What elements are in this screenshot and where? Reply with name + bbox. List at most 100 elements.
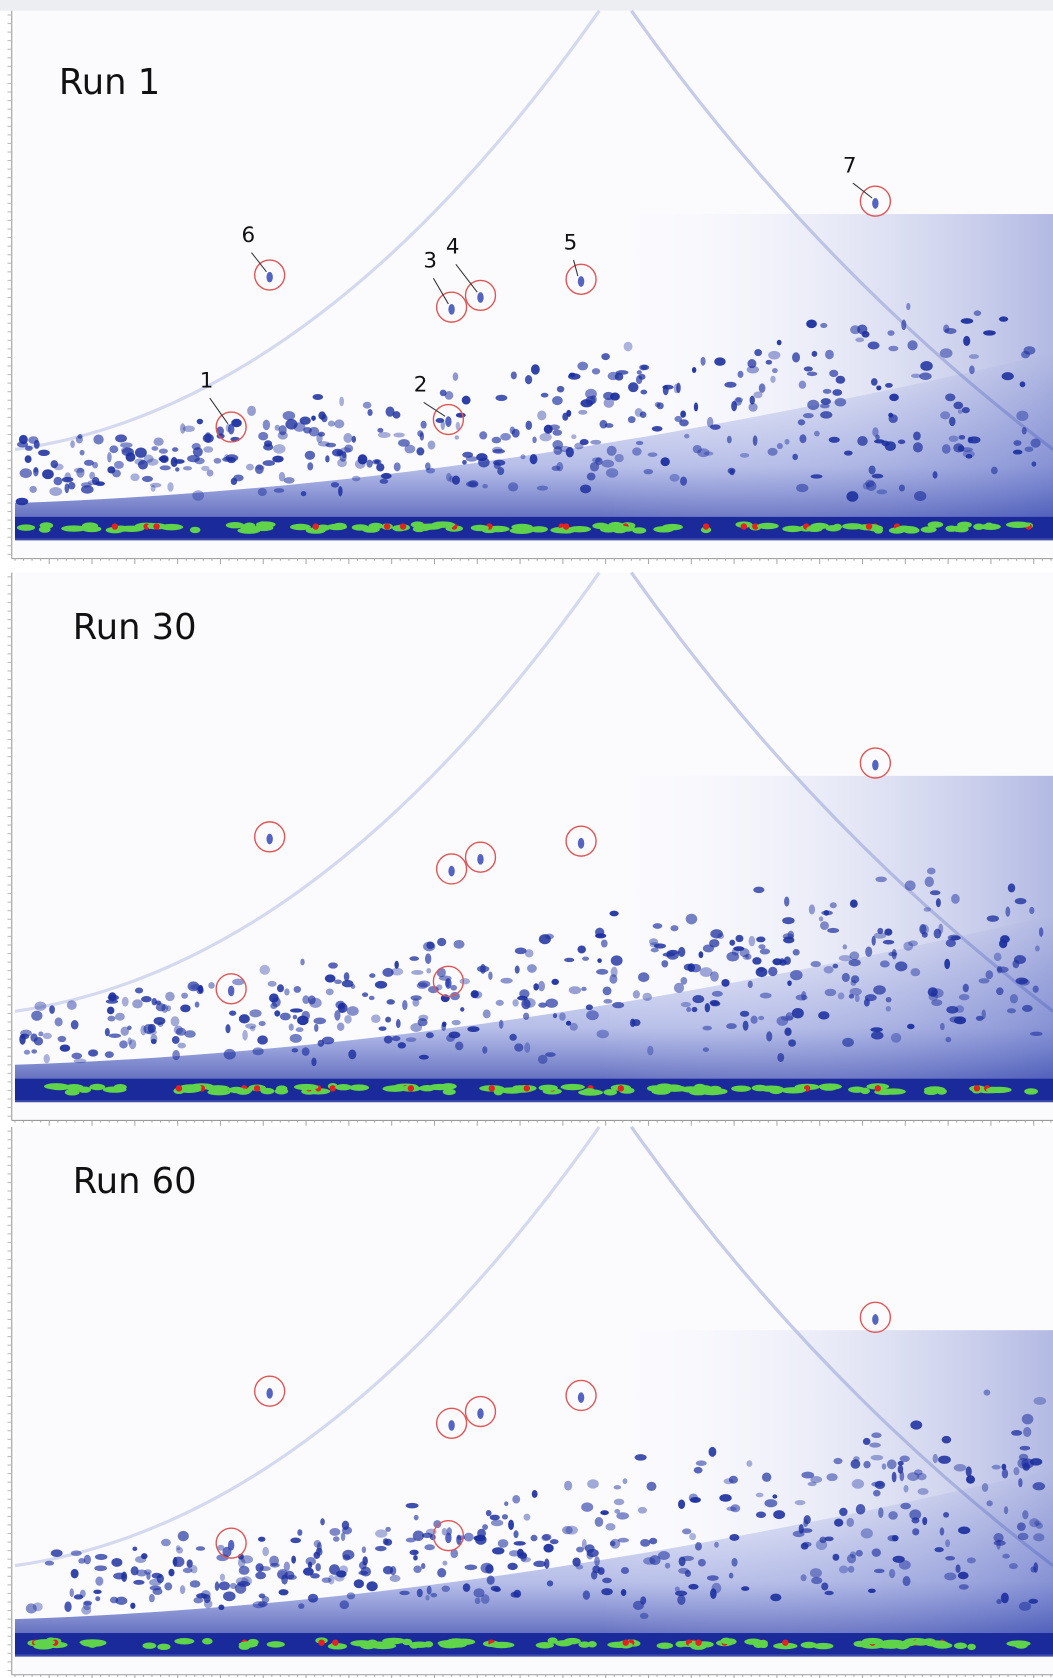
- peak-spot: [871, 1031, 884, 1040]
- peak-spot: [452, 372, 459, 381]
- peak-spot: [706, 416, 714, 428]
- peak-spot: [796, 483, 809, 493]
- peak-spot: [850, 1551, 857, 1558]
- max-spot: [332, 1639, 339, 1646]
- peak-spot: [393, 432, 405, 438]
- peak-spot: [772, 367, 778, 374]
- peak-spot: [945, 939, 956, 948]
- peak-spot: [559, 1012, 566, 1021]
- peak-spot: [898, 484, 905, 492]
- peak-spot: [357, 454, 368, 465]
- peak-spot: [941, 1435, 952, 1444]
- peak-spot: [846, 1554, 857, 1564]
- peak-spot: [411, 970, 424, 975]
- peak-spot: [420, 420, 427, 429]
- peak-spot: [292, 1014, 298, 1020]
- peak-spot: [846, 1517, 855, 1527]
- peak-spot: [1009, 1562, 1018, 1570]
- peak-spot: [141, 996, 152, 1003]
- peak-spot: [949, 416, 956, 427]
- peak-spot: [514, 947, 527, 955]
- peak-spot: [273, 488, 285, 493]
- peak-spot: [15, 497, 29, 506]
- peak-spot: [818, 916, 824, 922]
- intense-spot: [724, 1638, 737, 1645]
- max-spot: [752, 523, 759, 530]
- peak-spot: [379, 478, 389, 484]
- peak-spot: [480, 1594, 490, 1604]
- peak-spot: [70, 1568, 79, 1579]
- peak-spot: [966, 1557, 976, 1564]
- peak-spot: [312, 394, 324, 400]
- peak-spot: [873, 1489, 881, 1497]
- max-spot: [175, 1085, 183, 1092]
- peak-spot: [794, 1499, 806, 1506]
- peak-spot: [301, 1047, 310, 1056]
- peak-spot: [50, 460, 59, 469]
- peak-spot: [309, 997, 322, 1008]
- peak-spot: [173, 1025, 183, 1035]
- intense-spot: [535, 1642, 554, 1649]
- peak-spot: [196, 418, 204, 425]
- peak-spot: [870, 1027, 883, 1033]
- peak-spot: [203, 1599, 213, 1609]
- peak-spot: [346, 1006, 359, 1016]
- peak-spot: [382, 967, 394, 977]
- peak-spot: [171, 447, 179, 452]
- peak-spot: [890, 1032, 902, 1043]
- peak-spot: [765, 359, 773, 365]
- peak-spot: [650, 947, 659, 953]
- peak-spot: [739, 452, 750, 458]
- intense-spot: [350, 1640, 373, 1647]
- peak-spot: [885, 996, 892, 1003]
- peak-spot: [800, 1542, 809, 1550]
- peak-spot: [467, 1026, 480, 1033]
- intense-spot: [903, 527, 920, 534]
- peak-spot: [177, 1042, 186, 1049]
- peak-spot: [165, 991, 175, 1002]
- peak-spot: [157, 1021, 164, 1027]
- peak-spot: [945, 1539, 951, 1548]
- peak-spot: [1029, 1518, 1040, 1528]
- intense-spot: [608, 521, 624, 529]
- peak-spot: [404, 444, 416, 454]
- peak-spot: [512, 999, 519, 1007]
- peak-spot: [546, 1580, 554, 1587]
- peak-spot: [437, 937, 447, 947]
- peak-spot: [293, 422, 306, 432]
- intense-spot: [442, 1088, 456, 1096]
- peak-spot: [801, 1471, 815, 1479]
- peak-spot: [257, 1536, 266, 1542]
- max-spot: [973, 1085, 981, 1092]
- peak-spot: [872, 197, 879, 209]
- peak-spot: [490, 1519, 504, 1527]
- peak-spot: [175, 1027, 187, 1036]
- peak-spot: [382, 1565, 394, 1575]
- max-spot: [312, 523, 319, 530]
- peak-spot: [614, 1508, 621, 1514]
- intense-spot: [694, 1083, 706, 1091]
- peak-spot: [514, 1043, 524, 1052]
- peak-highlight: [464, 841, 497, 873]
- intense-spot: [818, 1083, 842, 1090]
- leader-line: [852, 182, 873, 199]
- peak-spot: [709, 939, 720, 948]
- peak-spot: [217, 1544, 225, 1551]
- peak-spot: [826, 1473, 838, 1482]
- peak-spot: [904, 880, 916, 891]
- peak-spot: [258, 431, 269, 441]
- peak-spot: [456, 1534, 462, 1545]
- peak-spot: [969, 365, 975, 375]
- max-spot: [622, 1639, 629, 1646]
- peak-spot: [800, 1574, 807, 1582]
- peak-spot: [18, 434, 28, 445]
- artifact-arc: [14, 571, 601, 1013]
- peak-spot: [577, 361, 589, 371]
- peak-spot: [136, 1569, 148, 1577]
- peak-spot: [242, 1029, 248, 1041]
- peak-spot: [49, 1005, 55, 1014]
- peak-spot: [361, 1546, 367, 1554]
- peak-spot: [776, 1016, 789, 1026]
- peak-spot: [203, 446, 214, 453]
- peak-spot: [274, 424, 281, 431]
